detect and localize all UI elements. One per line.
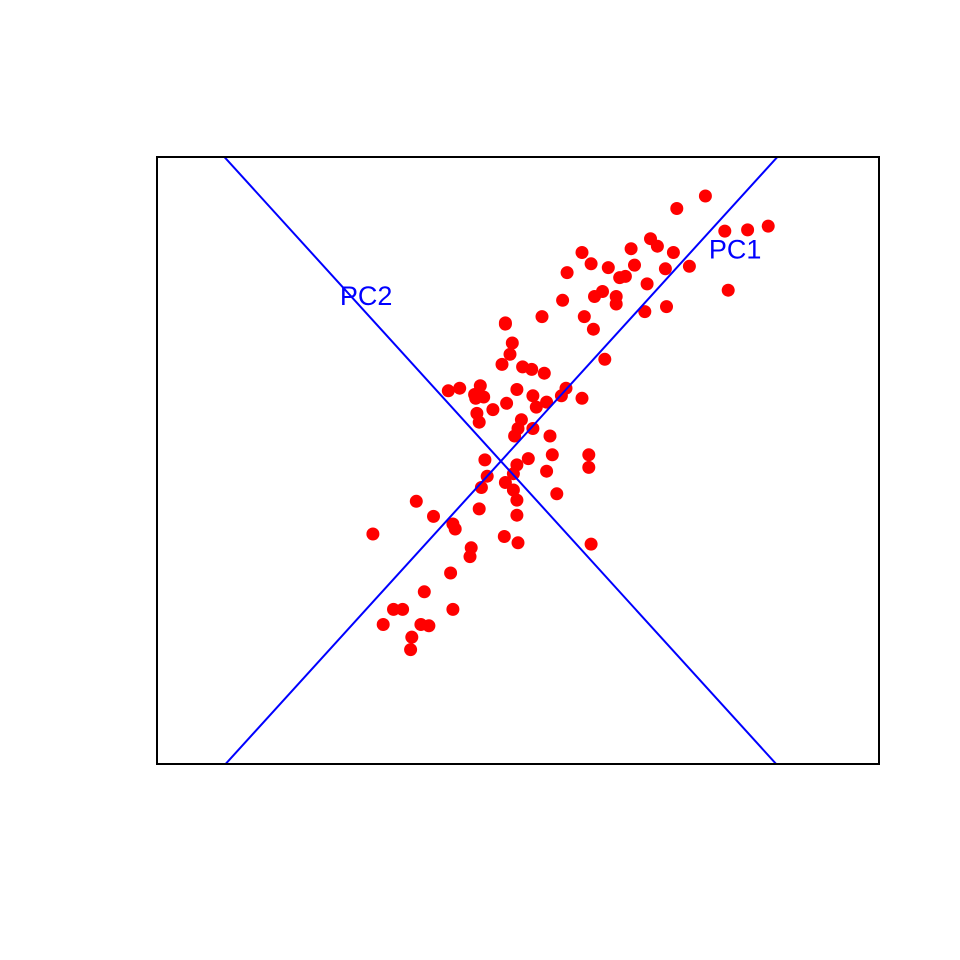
- data-point: [624, 242, 638, 256]
- data-point: [638, 305, 652, 319]
- data-point: [444, 566, 458, 580]
- data-point: [497, 530, 511, 543]
- data-points: [366, 189, 775, 657]
- data-point: [506, 483, 520, 497]
- data-point: [503, 347, 517, 361]
- data-point: [427, 509, 440, 523]
- data-point: [586, 322, 600, 336]
- data-point: [582, 448, 596, 462]
- data-point: [417, 585, 431, 599]
- data-point: [609, 297, 623, 311]
- plot-box: [156, 156, 880, 765]
- data-point: [628, 258, 641, 272]
- data-point: [508, 429, 522, 443]
- data-point: [640, 277, 654, 291]
- data-point: [575, 391, 589, 405]
- data-point: [761, 219, 775, 233]
- data-point: [525, 362, 539, 376]
- data-point: [721, 283, 735, 297]
- principal-component-lines: [223, 157, 779, 764]
- data-point: [577, 310, 591, 324]
- data-point: [510, 493, 524, 507]
- data-point: [540, 395, 554, 409]
- data-point: [505, 336, 519, 350]
- data-point: [666, 246, 680, 259]
- data-point: [472, 502, 486, 516]
- pc2-label: PC2: [340, 281, 393, 311]
- data-point: [478, 453, 492, 467]
- data-point: [473, 379, 487, 393]
- data-point: [526, 422, 540, 435]
- data-point: [658, 262, 672, 276]
- data-point: [601, 261, 615, 275]
- data-point: [537, 366, 551, 380]
- data-point: [366, 527, 380, 541]
- data-point: [387, 602, 400, 616]
- data-point: [582, 460, 596, 474]
- data-point: [511, 536, 525, 550]
- data-point: [441, 384, 455, 398]
- data-point: [540, 464, 554, 478]
- data-point: [650, 239, 664, 253]
- data-point: [529, 400, 543, 414]
- data-point: [718, 224, 732, 238]
- data-point: [396, 602, 410, 616]
- data-point: [556, 293, 570, 307]
- data-point: [463, 550, 477, 564]
- data-point: [682, 259, 696, 273]
- data-point: [526, 389, 540, 403]
- data-point: [584, 537, 598, 551]
- data-point: [543, 429, 557, 443]
- data-point: [495, 357, 509, 371]
- data-point: [422, 619, 436, 633]
- data-point: [486, 403, 500, 417]
- data-point: [660, 300, 673, 314]
- data-point: [584, 257, 598, 271]
- data-point: [474, 481, 488, 494]
- data-point: [698, 189, 712, 203]
- data-point: [598, 352, 612, 366]
- data-point: [448, 522, 462, 536]
- data-point: [535, 310, 549, 324]
- data-point: [545, 448, 559, 462]
- data-point: [588, 290, 601, 303]
- data-point: [376, 618, 390, 631]
- data-point: [409, 494, 423, 508]
- data-point: [550, 487, 564, 501]
- data-point: [670, 202, 684, 215]
- data-point: [521, 452, 535, 466]
- data-point: [560, 266, 574, 280]
- data-point: [510, 508, 524, 522]
- data-point: [741, 223, 755, 237]
- data-point: [404, 643, 418, 657]
- data-point: [498, 317, 512, 331]
- data-point: [477, 390, 491, 404]
- data-point: [500, 396, 514, 410]
- data-point: [446, 602, 460, 616]
- pc1-line: [224, 157, 779, 764]
- data-point: [472, 415, 486, 429]
- data-point: [510, 383, 524, 396]
- pc1-label: PC1: [709, 234, 762, 264]
- pc2-line: [223, 157, 778, 764]
- data-point: [453, 381, 467, 395]
- data-point: [405, 630, 419, 644]
- data-point: [613, 271, 627, 285]
- data-point: [575, 246, 589, 259]
